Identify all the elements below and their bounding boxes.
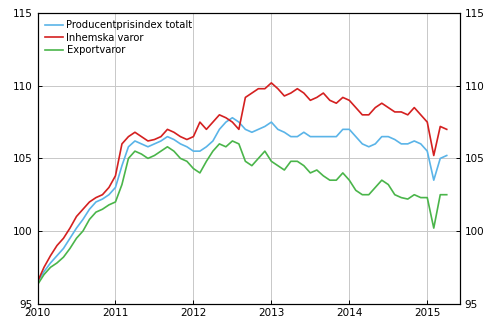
Exportvaror — [268, 159, 274, 163]
Producentprisindex totalt — [230, 116, 235, 120]
Exportvaror — [34, 283, 40, 287]
Inhemska varor — [444, 127, 450, 131]
Exportvaror — [204, 159, 210, 163]
Exportvaror — [230, 139, 235, 143]
Inhemska varor — [262, 87, 268, 91]
Exportvaror — [308, 171, 314, 175]
Producentprisindex totalt — [444, 153, 450, 157]
Producentprisindex totalt — [268, 120, 274, 124]
Inhemska varor — [301, 91, 307, 95]
Producentprisindex totalt — [34, 280, 40, 284]
Inhemska varor — [236, 127, 242, 131]
Producentprisindex totalt — [242, 127, 248, 131]
Producentprisindex totalt — [308, 135, 314, 139]
Producentprisindex totalt — [204, 145, 210, 149]
Legend: Producentprisindex totalt, Inhemska varor, Exportvaror: Producentprisindex totalt, Inhemska varo… — [42, 17, 196, 58]
Inhemska varor — [268, 81, 274, 85]
Exportvaror — [301, 164, 307, 168]
Line: Producentprisindex totalt: Producentprisindex totalt — [38, 118, 447, 282]
Inhemska varor — [34, 280, 40, 284]
Exportvaror — [242, 159, 248, 163]
Producentprisindex totalt — [301, 130, 307, 134]
Exportvaror — [86, 217, 92, 221]
Line: Inhemska varor: Inhemska varor — [38, 83, 447, 282]
Inhemska varor — [204, 127, 210, 131]
Producentprisindex totalt — [86, 207, 92, 211]
Line: Exportvaror: Exportvaror — [38, 141, 447, 285]
Inhemska varor — [308, 98, 314, 102]
Exportvaror — [444, 193, 450, 197]
Inhemska varor — [86, 200, 92, 204]
